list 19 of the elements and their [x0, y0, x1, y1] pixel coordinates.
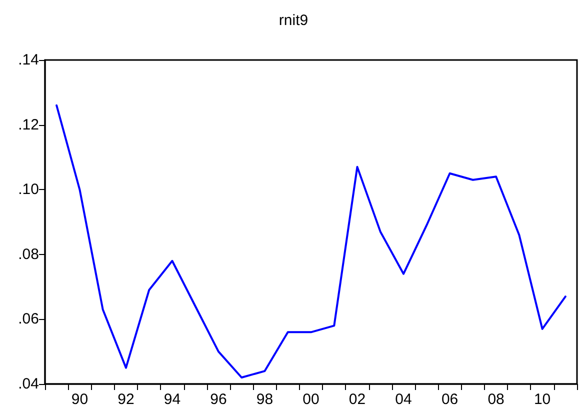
y-tick-label: .12: [18, 116, 39, 134]
x-tick-label: 08: [488, 391, 504, 408]
y-tick-label: .06: [18, 310, 39, 328]
y-tick-label: .04: [18, 376, 39, 392]
y-tick-label: .14: [18, 52, 39, 68]
chart-title: rnit9: [278, 12, 308, 29]
x-tick-label: 90: [71, 391, 88, 408]
x-tick-label: 10: [534, 391, 551, 408]
x-tick-label: 02: [348, 391, 366, 408]
x-tick-label: 92: [118, 391, 134, 408]
y-tick-label: .08: [18, 246, 39, 263]
x-tick-label: 96: [210, 391, 227, 408]
x-tick-label: 04: [395, 391, 412, 408]
x-tick-label: 06: [441, 391, 458, 408]
x-tick-label: 94: [164, 391, 181, 408]
y-tick-label: .10: [18, 181, 39, 198]
line-series: [56, 104, 566, 379]
x-tick-label: 98: [256, 391, 274, 408]
x-tick-label: 00: [302, 391, 320, 408]
